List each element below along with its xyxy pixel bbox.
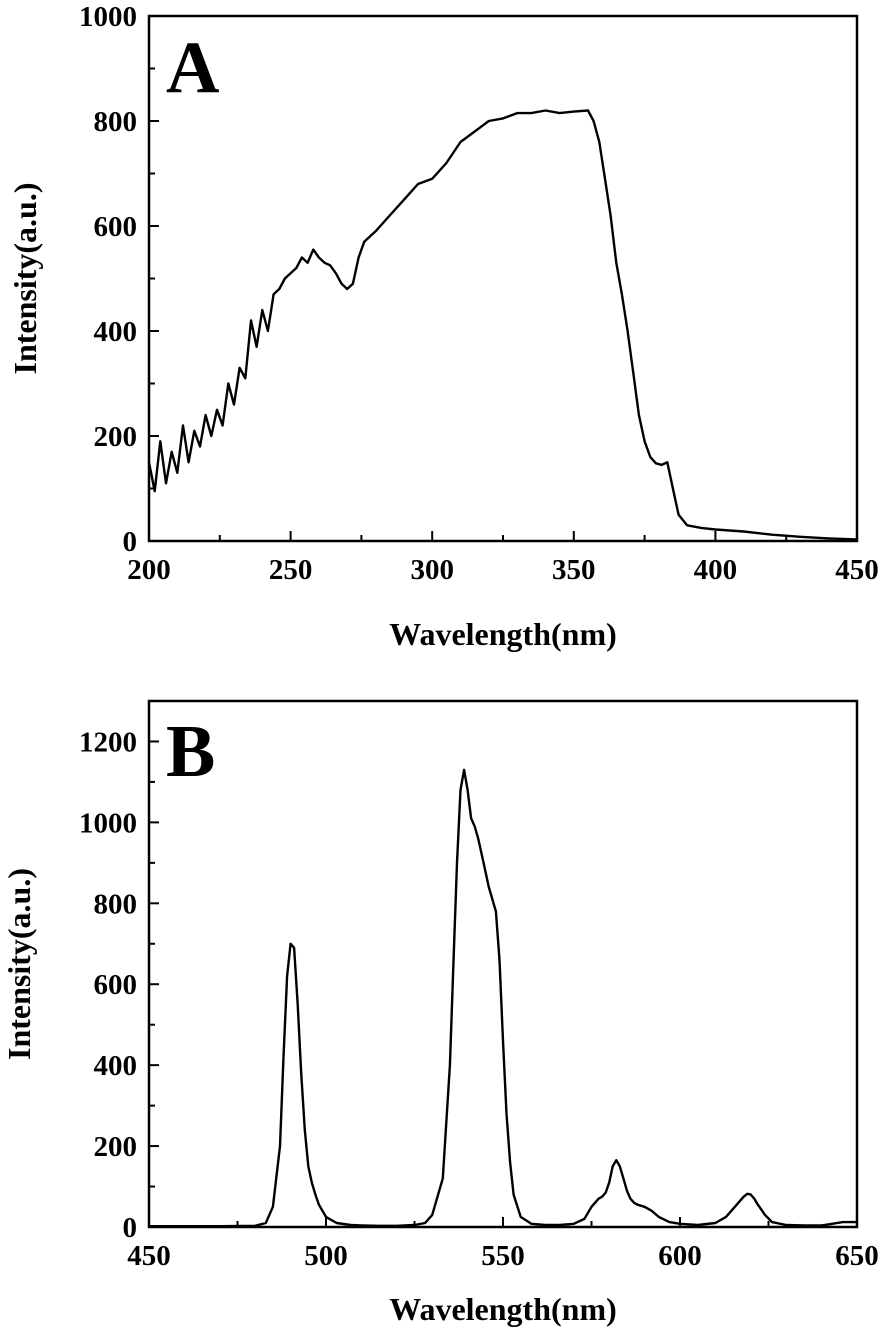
spectrum-line bbox=[147, 109, 859, 541]
x-tick-label: 200 bbox=[127, 554, 171, 586]
plot-frame bbox=[147, 699, 859, 1229]
x-tick-label: 400 bbox=[694, 554, 738, 586]
spectrum-line bbox=[147, 768, 859, 1228]
panel-label: B bbox=[166, 711, 215, 793]
x-tick-label: 350 bbox=[552, 554, 596, 586]
y-axis-title: Intensity(a.u.) bbox=[1, 868, 37, 1060]
x-axis-title: Wavelength(nm) bbox=[389, 616, 617, 652]
x-tick-label: 500 bbox=[304, 1240, 348, 1272]
y-tick-label: 200 bbox=[94, 1131, 138, 1163]
y-tick-label: 400 bbox=[94, 316, 138, 348]
y-tick-label: 1200 bbox=[79, 726, 137, 758]
x-tick-label: 650 bbox=[835, 1240, 879, 1272]
y-axis-title: Intensity(a.u.) bbox=[7, 182, 43, 374]
panel-label: A bbox=[166, 27, 219, 109]
panel-b: 450 500 550 600 650 0 200 400 600 800 1000 1200 Wave… bbox=[1, 699, 879, 1327]
y-tick-label: 800 bbox=[94, 106, 138, 138]
y-tick-label: 0 bbox=[123, 526, 138, 558]
x-tick-label: 300 bbox=[410, 554, 454, 586]
y-tick-label: 0 bbox=[123, 1212, 138, 1244]
x-tick-label: 450 bbox=[835, 554, 879, 586]
y-tick-label: 200 bbox=[94, 421, 138, 453]
y-tick-label: 600 bbox=[94, 969, 138, 1001]
panel-a: 200 250 300 350 400 45002004006008001000Wavel… bbox=[7, 1, 879, 652]
x-tick-label: 250 bbox=[269, 554, 313, 586]
x-tick-label: 550 bbox=[481, 1240, 525, 1272]
x-tick-label: 450 bbox=[127, 1240, 171, 1272]
y-tick-label: 800 bbox=[94, 888, 138, 920]
y-tick-label: 600 bbox=[94, 211, 138, 243]
x-axis-title: Wavelength(nm) bbox=[389, 1291, 617, 1327]
y-tick-label: 1000 bbox=[79, 807, 137, 839]
plot-frame bbox=[147, 14, 859, 543]
y-tick-label: 400 bbox=[94, 1050, 138, 1082]
x-tick-label: 600 bbox=[658, 1240, 702, 1272]
y-tick-label: 1000 bbox=[79, 1, 137, 33]
